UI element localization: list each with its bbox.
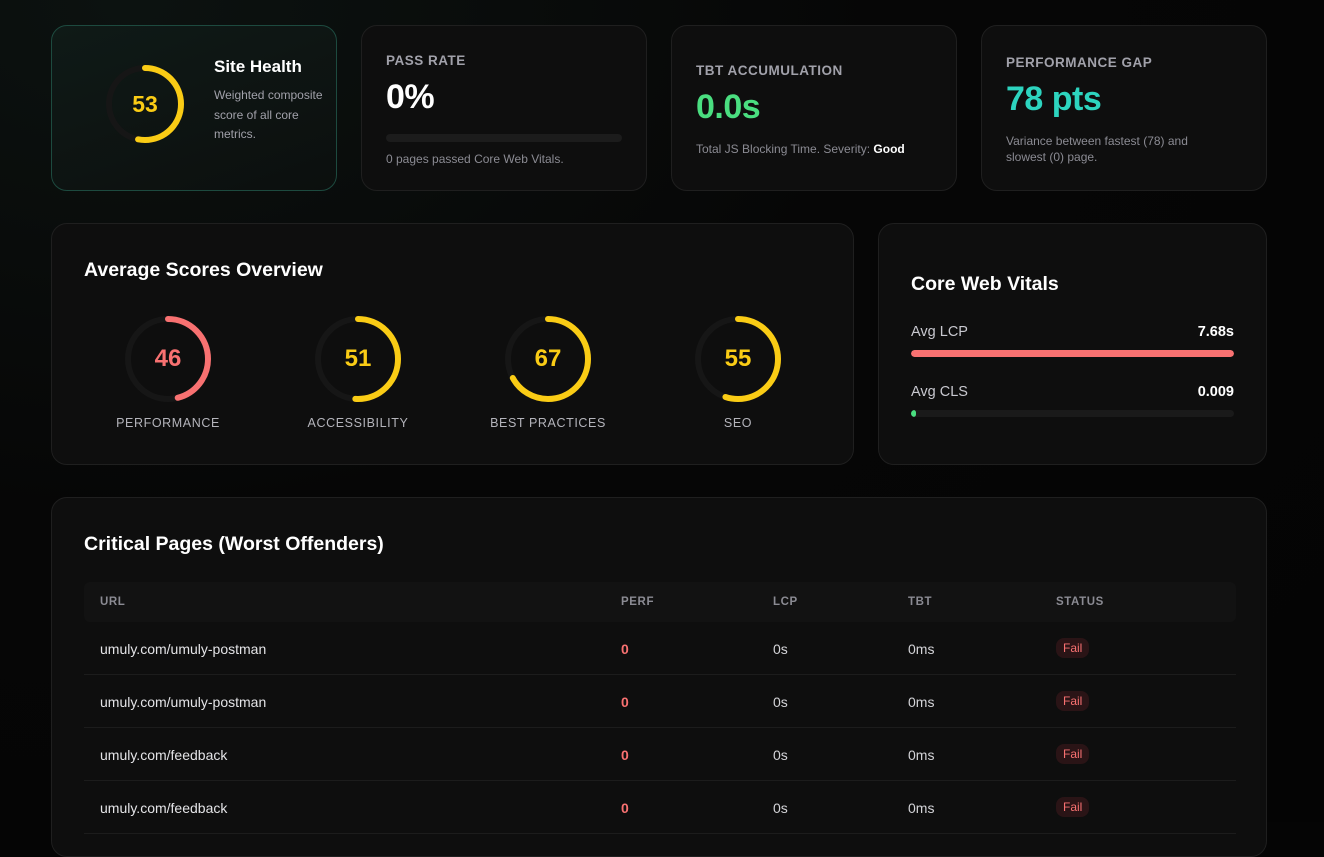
average-scores-card: Average Scores Overview 46 PERFORMANCE 5… <box>51 223 854 465</box>
vital-lcp-bar <box>911 350 1234 357</box>
row-lcp: 0s <box>773 694 788 710</box>
average-scores-title: Average Scores Overview <box>84 259 323 281</box>
status-badge: Fail <box>1056 691 1090 711</box>
table-row[interactable]: umuly.com/feedback 0 0s 0ms Fail <box>84 728 1236 781</box>
table-row[interactable]: umuly.com/umuly-postman 0 0s 0ms Fail <box>84 622 1236 675</box>
best-practices-gauge <box>505 316 591 402</box>
status-badge: Fail <box>1056 797 1090 817</box>
performance-score: 46 <box>154 345 182 372</box>
performance-gap-description: Variance between fastest (78) and slowes… <box>1006 134 1188 164</box>
pass-rate-progress <box>386 134 622 142</box>
row-url[interactable]: umuly.com/umuly-postman <box>100 641 267 657</box>
core-web-vitals-title: Core Web Vitals <box>911 273 1059 295</box>
tbt-value: 0.0s <box>696 88 761 126</box>
column-header-status[interactable]: STATUS <box>1056 596 1104 608</box>
performance-label: PERFORMANCE <box>116 416 220 430</box>
row-perf: 0 <box>621 694 629 710</box>
seo-gauge <box>695 316 781 402</box>
column-header-url[interactable]: URL <box>100 596 126 608</box>
accessibility-score: 51 <box>344 345 372 372</box>
vital-lcp-label: Avg LCP <box>911 324 968 340</box>
performance-gauge <box>125 316 211 402</box>
best-practices-label: BEST PRACTICES <box>490 416 606 430</box>
vital-lcp-bar-fill <box>911 350 1234 357</box>
row-tbt: 0ms <box>908 641 935 657</box>
performance-gap-card: PERFORMANCE GAP 78 pts Variance between … <box>981 25 1267 191</box>
best-practices-score: 67 <box>534 345 562 372</box>
tbt-severity: Good <box>873 142 905 156</box>
row-lcp: 0s <box>773 641 788 657</box>
status-badge: Fail <box>1056 638 1090 658</box>
row-tbt: 0ms <box>908 747 935 763</box>
score-performance: 46 PERFORMANCE <box>77 312 257 442</box>
site-health-card: 53 Site Health Weighted composite score … <box>51 25 337 191</box>
column-header-perf[interactable]: PERF <box>621 596 655 608</box>
column-header-tbt[interactable]: TBT <box>908 596 933 608</box>
score-seo: 55 SEO <box>647 312 827 442</box>
column-header-lcp[interactable]: LCP <box>773 596 798 608</box>
row-url[interactable]: umuly.com/feedback <box>100 800 228 816</box>
site-health-score: 53 <box>132 90 158 117</box>
score-best-practices: 67 BEST PRACTICES <box>457 312 637 442</box>
tbt-label: TBT ACCUMULATION <box>696 63 843 78</box>
pass-rate-label: PASS RATE <box>386 53 466 68</box>
pass-rate-description: 0 pages passed Core Web Vitals. <box>386 152 564 166</box>
critical-pages-card: Critical Pages (Worst Offenders) URL PER… <box>51 497 1267 857</box>
performance-gap-value: 78 pts <box>1006 80 1102 118</box>
row-url[interactable]: umuly.com/feedback <box>100 747 228 763</box>
site-health-arc <box>106 65 184 143</box>
row-perf: 0 <box>621 747 629 763</box>
row-lcp: 0s <box>773 800 788 816</box>
vital-cls-value: 0.009 <box>1197 384 1234 400</box>
site-health-title: Site Health <box>214 57 302 76</box>
tbt-description-text: Total JS Blocking Time. Severity: <box>696 142 874 156</box>
vital-lcp-value: 7.68s <box>1197 324 1234 340</box>
accessibility-gauge <box>315 316 401 402</box>
accessibility-label: ACCESSIBILITY <box>307 416 409 430</box>
row-tbt: 0ms <box>908 800 935 816</box>
core-web-vitals-card: Core Web Vitals Avg LCP 7.68s Avg CLS 0.… <box>878 223 1267 465</box>
vital-cls-bar-fill <box>911 410 916 417</box>
status-badge: Fail <box>1056 744 1090 764</box>
row-perf: 0 <box>621 641 629 657</box>
seo-label: SEO <box>723 416 753 430</box>
table-header: URL PERF LCP TBT STATUS <box>84 582 1236 622</box>
seo-score: 55 <box>724 345 752 372</box>
tbt-card: TBT ACCUMULATION 0.0s Total JS Blocking … <box>671 25 957 191</box>
pass-rate-value: 0% <box>386 78 435 116</box>
performance-gap-label: PERFORMANCE GAP <box>1006 55 1153 70</box>
critical-pages-title: Critical Pages (Worst Offenders) <box>84 533 384 555</box>
table-row[interactable]: umuly.com/feedback 0 0s 0ms Fail <box>84 781 1236 834</box>
vital-cls-label: Avg CLS <box>911 384 968 400</box>
row-perf: 0 <box>621 800 629 816</box>
vital-cls-bar <box>911 410 1234 417</box>
row-tbt: 0ms <box>908 694 935 710</box>
tbt-description: Total JS Blocking Time. Severity: Good <box>696 141 905 157</box>
critical-pages-table: URL PERF LCP TBT STATUS umuly.com/umuly-… <box>84 582 1236 834</box>
site-health-description: Weighted composite score of all core met… <box>214 88 323 141</box>
site-health-gauge <box>106 65 184 143</box>
row-lcp: 0s <box>773 747 788 763</box>
table-row[interactable]: umuly.com/umuly-postman 0 0s 0ms Fail <box>84 675 1236 728</box>
score-accessibility: 51 ACCESSIBILITY <box>267 312 447 442</box>
row-url[interactable]: umuly.com/umuly-postman <box>100 694 267 710</box>
pass-rate-card: PASS RATE 0% 0 pages passed Core Web Vit… <box>361 25 647 191</box>
